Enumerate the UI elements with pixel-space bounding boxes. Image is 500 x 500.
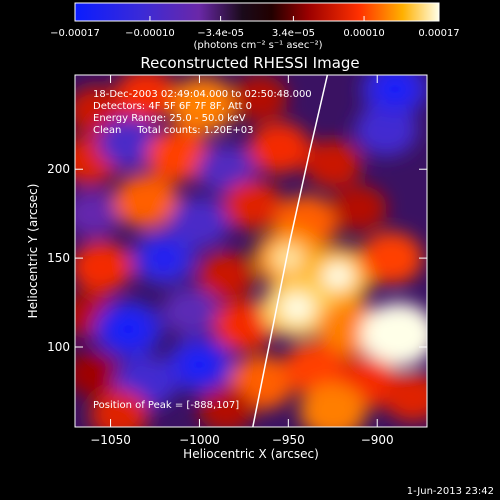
intensity-blob (299, 383, 367, 427)
intensity-blob (75, 351, 120, 396)
chart-title: Reconstructed RHESSI Image (140, 54, 359, 72)
intensity-blob (383, 372, 427, 422)
y-tick-label: 150 (47, 251, 70, 265)
y-tick-label: 100 (47, 340, 70, 354)
intensity-core (322, 262, 354, 290)
annotation-time-range: 18-Dec-2003 02:49:04.000 to 02:50:48.000 (93, 89, 312, 100)
intensity-blob (113, 174, 179, 229)
colorbar-ticks: −0.00017 −0.00010 −3.4e-05 3.4e−05 0.00010 0.… (50, 16, 460, 39)
intensity-blob (198, 386, 254, 427)
intensity-core (272, 245, 304, 271)
colorbar (74, 2, 440, 22)
x-tick-label: −1050 (90, 433, 131, 447)
colorbar-tick-label: −0.00010 (125, 28, 175, 39)
intensity-blob (360, 231, 423, 285)
x-axis-label: Heliocentric X (arcsec) (183, 447, 319, 461)
solar-limb-line (252, 75, 329, 427)
intensity-blob (283, 342, 347, 395)
intensity-blob (97, 117, 159, 168)
intensity-core (380, 76, 410, 102)
intensity-blob (197, 252, 255, 300)
intensity-core (381, 320, 416, 349)
intensity-blob (75, 241, 133, 293)
x-tick-label: −900 (361, 433, 394, 447)
heatmap-field (75, 75, 427, 427)
intensity-blob (213, 300, 275, 352)
annotation-energy-range: Energy Range: 25.0 - 50.0 keV (93, 113, 246, 124)
annotation-clean-counts: Clean Total counts: 1.20E+03 (93, 125, 253, 136)
intensity-blob (354, 103, 418, 157)
colorbar-tick-label: 0.00010 (343, 28, 384, 39)
intensity-core (112, 316, 144, 343)
intensity-blob (75, 190, 121, 237)
intensity-core (280, 294, 314, 322)
intensity-core (149, 245, 179, 271)
annotation-detectors: Detectors: 4F 5F 6F 7F 8F, Att 0 (93, 101, 252, 112)
intensity-blob (168, 197, 230, 249)
y-axis-label: Heliocentric Y (arcsec) (26, 184, 40, 319)
intensity-blob (331, 185, 387, 232)
peak-position-label: Position of Peak = [-888,107] (93, 400, 239, 411)
intensity-blob (169, 77, 237, 134)
colorbar-unit-label: (photons cm⁻² s⁻¹ asec⁻²) (193, 40, 322, 51)
axis-ticks: −1050 −1000 −950 −900 100 150 200 (47, 75, 427, 447)
intensity-blob (115, 75, 177, 120)
intensity-blob (223, 180, 283, 230)
x-tick-label: −1000 (179, 433, 220, 447)
intensity-blob (248, 122, 310, 174)
intensity-blob (89, 390, 149, 427)
intensity-blob (232, 75, 288, 121)
intensity-blob (196, 144, 256, 194)
intensity-blob (162, 287, 220, 336)
intensity-blob (304, 140, 362, 188)
colorbar-tick-label: −3.4e-05 (197, 28, 244, 39)
colorbar-tick-label: 0.00017 (418, 28, 459, 39)
colorbar-tick-label: −0.00017 (50, 28, 100, 39)
y-tick-label: 200 (47, 162, 70, 176)
colorbar-tick-label: 3.4e−05 (272, 28, 315, 39)
intensity-blob (146, 128, 210, 182)
plot-frame (74, 74, 428, 428)
intensity-core (184, 352, 215, 378)
date-stamp: 1-Jun-2013 23:42 (407, 486, 494, 497)
x-tick-label: −950 (272, 433, 305, 447)
